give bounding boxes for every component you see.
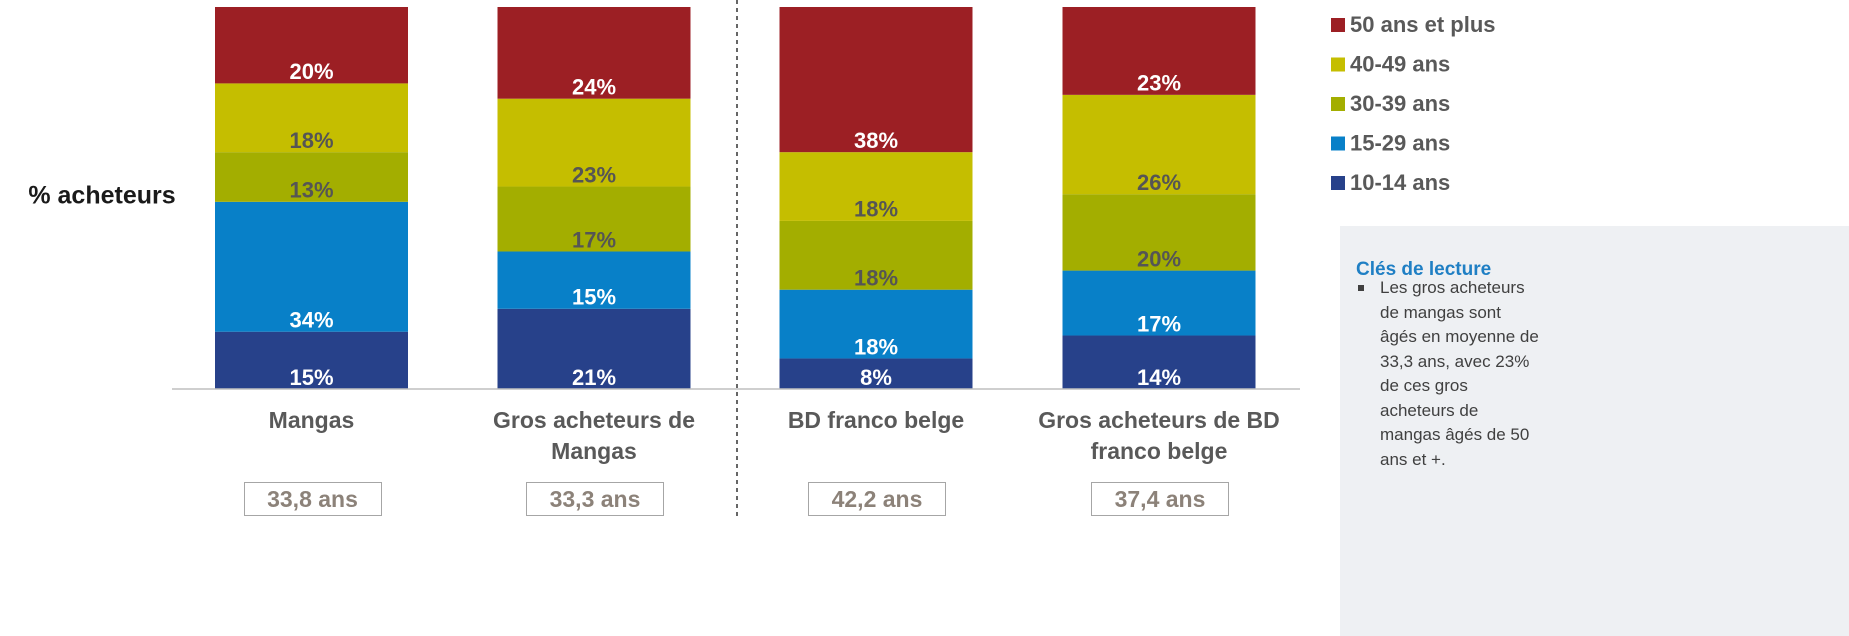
value-label: 20% (1137, 246, 1181, 271)
legend-swatch (1331, 18, 1345, 32)
bar-segment (215, 83, 408, 153)
value-label: 15% (572, 285, 616, 310)
bar-segment (1062, 7, 1256, 95)
bar-segment (779, 152, 973, 221)
bar-segment (497, 98, 691, 187)
panel-list: Les gros acheteurs de mangas sont âgés e… (1356, 276, 1540, 472)
bar-segment (215, 7, 408, 84)
value-label: 13% (289, 178, 333, 203)
bar-segment (1062, 335, 1256, 389)
value-label: 23% (572, 162, 616, 187)
bar-segment (497, 186, 691, 252)
x-tick-label: Gros acheteurs de BD franco belge (1038, 407, 1280, 464)
bar-segment (497, 251, 691, 309)
bar-segment (1062, 270, 1256, 336)
value-label: 34% (289, 308, 333, 333)
legend-swatch (1331, 57, 1345, 72)
bar-segment (1062, 94, 1256, 195)
annotation: 33,3 ans (526, 482, 664, 516)
value-label: 8% (860, 365, 892, 390)
x-tick-label: Mangas (268, 407, 355, 433)
legend-label: 50 ans et plus (1350, 12, 1496, 37)
annotation: 33,8 ans (243, 482, 382, 516)
value-label: 21% (572, 365, 616, 390)
bar-segment (215, 331, 408, 389)
bar-segment (215, 201, 408, 332)
panel-bullet: Les gros acheteurs de mangas sont âgés e… (1356, 276, 1540, 472)
value-label: 17% (1137, 311, 1181, 336)
value-label: 18% (289, 128, 333, 153)
bar-segment (497, 7, 691, 99)
value-label: 26% (1137, 170, 1181, 195)
value-label: 15% (289, 365, 333, 390)
value-label: 18% (854, 334, 898, 359)
legend-swatch (1331, 176, 1345, 190)
bar-segment (779, 7, 973, 153)
y-axis-label: % acheteurs (28, 182, 175, 210)
legend-label: 40-49 ans (1350, 51, 1450, 76)
value-label: 24% (572, 74, 616, 99)
value-label: 20% (289, 59, 333, 84)
value-label: 38% (854, 128, 898, 153)
bar-segment (497, 308, 691, 389)
bar-segment (215, 152, 408, 202)
value-label: 17% (572, 227, 616, 252)
value-label: 18% (854, 197, 898, 222)
legend-swatch (1331, 136, 1345, 151)
legend-swatch (1331, 97, 1345, 111)
annotation: 37,4 ans (1091, 482, 1229, 516)
value-label: 23% (1137, 71, 1181, 96)
reading-panel: Clés de lecture Les gros acheteurs de ma… (1340, 226, 1849, 636)
bar-segment (779, 289, 973, 359)
x-tick-label: Gros acheteurs de Mangas (493, 407, 695, 464)
annotation: 42,2 ans (808, 482, 946, 516)
legend-label: 15-29 ans (1350, 130, 1450, 155)
panel-title: Clés de lecture (1356, 259, 1492, 280)
x-tick-label: BD franco belge (787, 407, 965, 433)
bar-segment (779, 220, 973, 290)
bar-segment (779, 358, 973, 389)
value-label: 18% (854, 265, 898, 290)
bar-segment (1062, 194, 1256, 271)
value-label: 14% (1137, 365, 1181, 390)
legend-label: 30-39 ans (1350, 91, 1450, 116)
legend-label: 10-14 ans (1350, 170, 1450, 195)
